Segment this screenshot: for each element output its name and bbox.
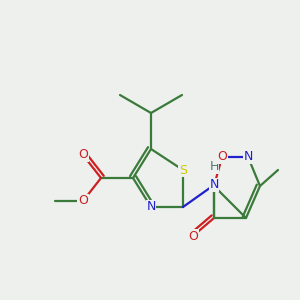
Text: O: O [78, 148, 88, 161]
Text: S: S [179, 164, 187, 176]
Text: N: N [146, 200, 156, 214]
Text: O: O [188, 230, 198, 242]
Text: O: O [78, 194, 88, 208]
Text: N: N [209, 178, 219, 191]
Text: H: H [209, 160, 219, 173]
Text: N: N [243, 151, 253, 164]
Text: O: O [217, 151, 227, 164]
